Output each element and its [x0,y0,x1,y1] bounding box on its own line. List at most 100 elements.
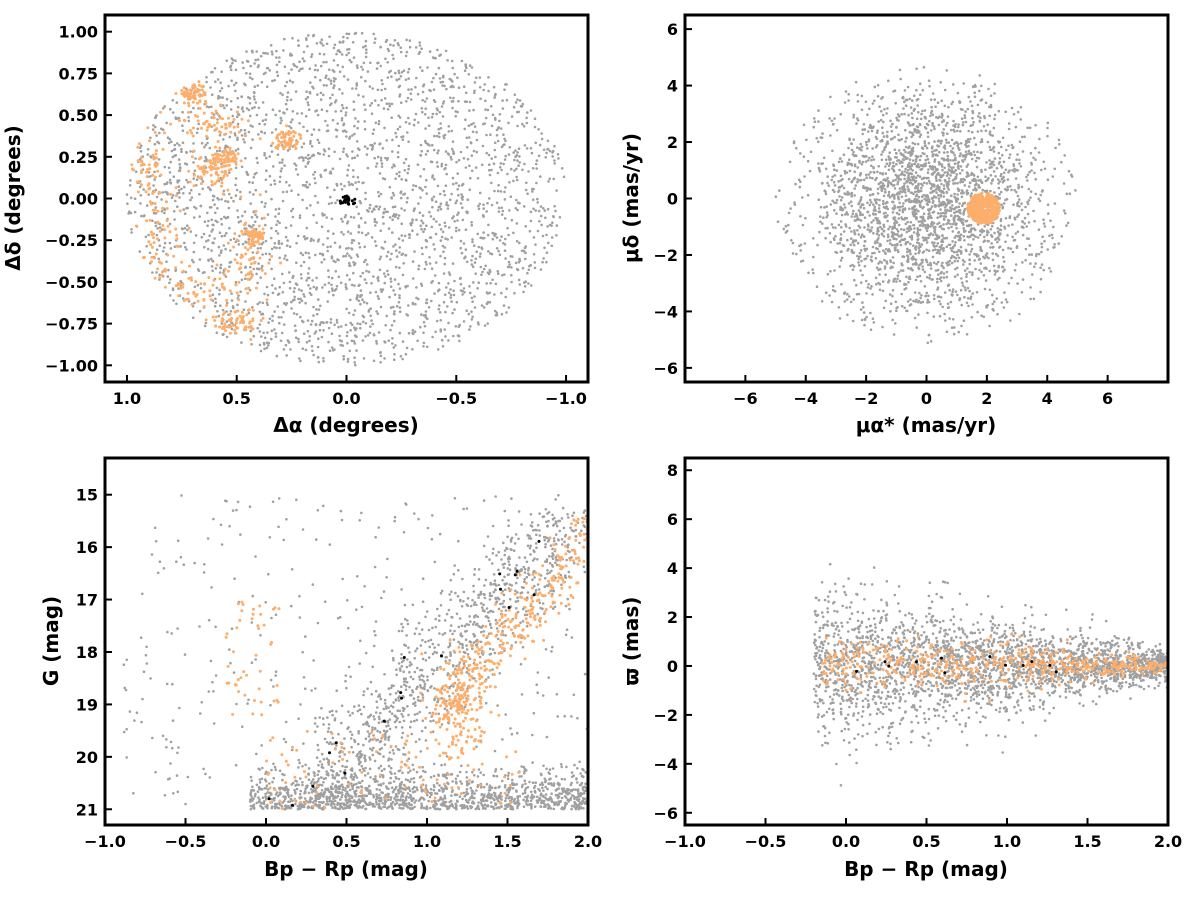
point-members [214,324,218,328]
point-members [228,312,232,316]
point-field [232,83,236,87]
point-field [260,242,264,246]
point-field [437,131,441,135]
point-field [493,234,496,237]
point-members [134,224,138,228]
point-field [897,235,901,238]
point-field [269,183,273,187]
point-field [843,206,847,209]
point-members [196,90,200,93]
point-members [203,164,207,168]
point-field [221,333,225,337]
point-field [824,291,828,295]
point-field [546,207,550,211]
point-field [409,222,412,225]
point-field [415,218,418,222]
point-field [278,321,281,325]
y-tick-label: 0.00 [59,190,98,209]
point-field [969,137,972,141]
point-field [240,341,243,344]
point-field [907,187,910,191]
point-field [327,77,330,81]
point-field [266,213,270,216]
point-field [962,226,965,230]
point-field [537,154,541,158]
point-field [372,128,376,131]
point-field [428,50,432,53]
point-field [553,204,556,208]
point-field [371,144,375,148]
point-field [293,298,296,302]
point-field [560,167,564,170]
point-field [378,172,382,175]
x-axis-label-sky: Δα (degrees) [273,413,419,437]
point-field [956,273,959,277]
point-field [495,313,499,317]
point-members [161,206,164,210]
point-field [362,95,365,98]
point-members [216,153,220,157]
point-field [495,134,499,137]
point-field [465,136,469,140]
point-field [173,245,177,248]
point-members [174,266,178,270]
point-field [389,69,393,73]
point-field [973,95,977,98]
point-field [861,160,865,164]
point-field [903,282,906,286]
point-field [932,221,936,225]
point-field [344,323,348,327]
point-field [515,175,518,179]
point-field [447,125,451,128]
point-field [835,169,839,172]
point-field [1034,192,1037,196]
point-field [393,310,396,313]
point-field [353,132,356,136]
point-field [378,205,382,209]
point-members [258,256,262,260]
point-members [280,130,284,134]
point-field [356,294,359,297]
point-field [420,107,424,110]
point-field [417,267,420,271]
point-members [254,286,258,290]
point-field [288,79,292,82]
point-field [950,225,953,229]
point-field [1048,234,1051,237]
point-members [234,283,238,287]
point-field [129,211,133,215]
point-members [237,280,241,284]
point-field [357,242,361,245]
point-field [270,337,273,341]
point-field [249,146,253,150]
point-field [289,348,292,351]
point-field [274,335,278,338]
point-field [412,209,416,213]
point-field [1013,216,1016,220]
point-members [161,224,165,227]
point-field [971,292,974,295]
point-field [501,209,505,213]
point-field [931,233,935,237]
point-members [263,272,267,276]
point-field [248,180,251,184]
point-field [1020,202,1023,205]
point-field [348,264,352,268]
point-field [268,69,272,72]
point-field [916,97,920,101]
point-field [881,113,885,117]
point-field [915,88,918,92]
point-field [307,108,311,111]
point-field [396,42,400,45]
point-field [840,160,844,163]
point-field [304,237,307,241]
point-field [843,169,847,173]
point-field [881,131,885,135]
point-members [242,223,246,227]
point-field [336,122,339,125]
point-field [405,346,409,350]
point-field [368,203,372,207]
point-field [499,127,503,130]
point-field [331,118,335,122]
point-field [888,293,892,296]
